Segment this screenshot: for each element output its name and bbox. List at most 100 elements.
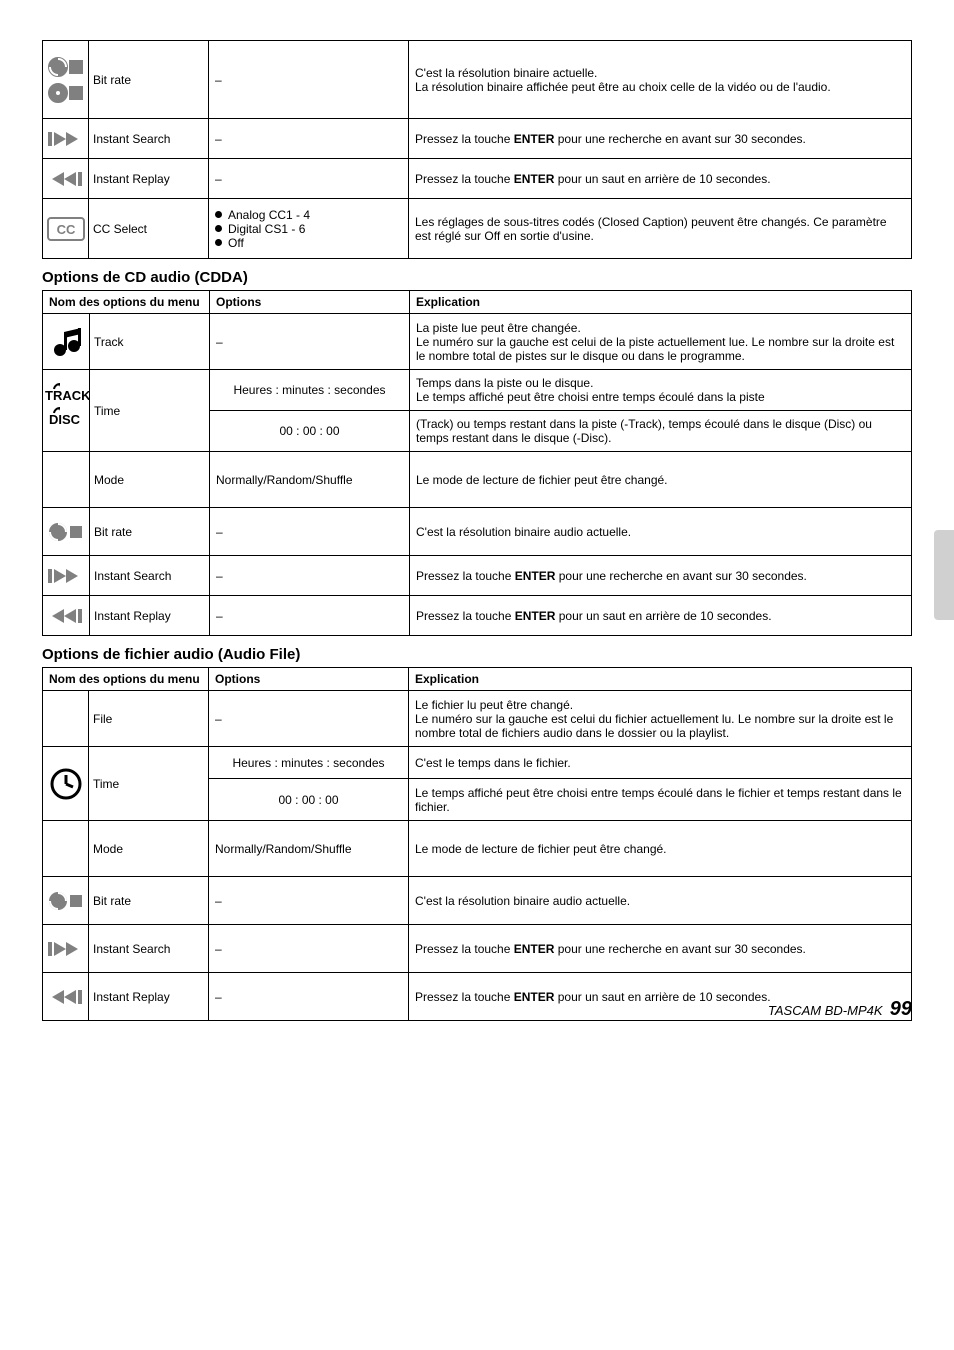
table-header-row: Nom des options du menu Options Explicat… (43, 291, 912, 314)
row-name: Time (93, 777, 119, 791)
table-header-row: Nom des options du menu Options Explicat… (43, 668, 912, 691)
rewind-icon (43, 605, 89, 627)
row-options: Normally/Random/Shuffle (216, 473, 353, 487)
bitrate-icon (43, 55, 88, 105)
header-explication: Explication (410, 291, 912, 314)
header-menu: Nom des options du menu (43, 668, 209, 691)
row-explication: Le fichier lu peut être changé. Le numér… (415, 698, 893, 740)
row-explication: C'est le temps dans le fichier. (415, 756, 571, 770)
table-row: Mode Normally/Random/Shuffle Le mode de … (43, 821, 912, 877)
section-title-audiofile: Options de fichier audio (Audio File) (42, 646, 912, 663)
table-row: CC CC Select Analog CC1 - 4 Digital CS1 … (43, 199, 912, 259)
rewind-icon (43, 986, 88, 1008)
row-name: Instant Replay (93, 172, 170, 186)
row-options: – (215, 712, 222, 726)
row-options: – (216, 335, 223, 349)
row-name: Bit rate (93, 894, 131, 908)
row-explication: Pressez la touche ENTER pour un saut en … (416, 609, 772, 623)
track-disc-icon: TRACK DISC (43, 382, 89, 440)
row-explication: C'est la résolution binaire audio actuel… (415, 894, 630, 908)
row-options: – (215, 73, 222, 87)
row-name: Bit rate (93, 73, 131, 87)
row-explication: Pressez la touche ENTER pour un saut en … (415, 172, 771, 186)
table-row: Instant Search – Pressez la touche ENTER… (43, 556, 912, 596)
page-footer: TASCAM BD-MP4K 99 (768, 998, 912, 1021)
table-row: File – Le fichier lu peut être changé. L… (43, 691, 912, 747)
footer-brand: TASCAM BD-MP4K (768, 1003, 883, 1018)
fast-forward-icon (43, 565, 89, 587)
row-options: – (215, 172, 222, 186)
header-options: Options (209, 668, 409, 691)
row-explication: C'est la résolution binaire audio actuel… (416, 525, 631, 539)
table-row: Instant Search – Pressez la touche ENTER… (43, 119, 912, 159)
header-explication: Explication (409, 668, 912, 691)
row-explication: Pressez la touche ENTER pour un saut en … (415, 990, 771, 1004)
table-row: Track – La piste lue peut être changée. … (43, 314, 912, 370)
header-menu: Nom des options du menu (43, 291, 210, 314)
header-options: Options (210, 291, 410, 314)
row-options: Normally/Random/Shuffle (215, 842, 352, 856)
bitrate-icon (43, 888, 88, 914)
option-item: Off (215, 236, 402, 250)
row-explication: Pressez la touche ENTER pour une recherc… (415, 942, 806, 956)
svg-text:DISC: DISC (49, 412, 81, 427)
row-explication: Temps dans la piste ou le disque. Le tem… (416, 376, 765, 404)
row-name: Bit rate (94, 525, 132, 539)
row-options: – (215, 942, 222, 956)
row-explication: Le mode de lecture de fichier peut être … (416, 473, 668, 487)
audiofile-table: Nom des options du menu Options Explicat… (42, 667, 912, 1021)
svg-text:CC: CC (56, 222, 75, 237)
fast-forward-icon (43, 938, 88, 960)
fast-forward-icon (43, 128, 88, 150)
row-explication: (Track) ou temps restant dans la piste (… (416, 417, 872, 445)
table-row: Bit rate – C'est la résolution binaire a… (43, 877, 912, 925)
table-row: Instant Replay – Pressez la touche ENTER… (43, 159, 912, 199)
top-table: Bit rate – C'est la résolution binaire a… (42, 40, 912, 259)
row-options: – (216, 569, 223, 583)
table-row: Instant Replay – Pressez la touche ENTER… (43, 596, 912, 636)
cc-icon: CC (43, 216, 88, 242)
row-options: – (215, 132, 222, 146)
track-icon (43, 322, 89, 362)
row-options: – (216, 609, 223, 623)
row-options: 00 : 00 : 00 (278, 793, 338, 807)
table-row: Mode Normally/Random/Shuffle Le mode de … (43, 452, 912, 508)
row-name: CC Select (93, 222, 147, 236)
table-row: Time Heures : minutes : secondes C'est l… (43, 747, 912, 779)
footer-page-number: 99 (890, 998, 912, 1020)
row-name: File (93, 712, 112, 726)
row-name: Mode (93, 842, 123, 856)
section-title-cdda: Options de CD audio (CDDA) (42, 269, 912, 286)
row-explication: Pressez la touche ENTER pour une recherc… (416, 569, 807, 583)
row-options: 00 : 00 : 00 (279, 424, 339, 438)
svg-text:TRACK: TRACK (45, 388, 89, 403)
row-name: Mode (94, 473, 124, 487)
cdda-table: Nom des options du menu Options Explicat… (42, 290, 912, 636)
table-row: Bit rate – C'est la résolution binaire a… (43, 508, 912, 556)
row-name: Instant Search (93, 132, 170, 146)
row-explication: Pressez la touche ENTER pour une recherc… (415, 132, 806, 146)
row-name: Instant Search (93, 942, 170, 956)
bitrate-icon (43, 519, 89, 545)
table-row: Instant Search – Pressez la touche ENTER… (43, 925, 912, 973)
row-name: Track (94, 335, 124, 349)
row-name: Instant Search (94, 569, 171, 583)
row-name: Instant Replay (94, 609, 171, 623)
row-name: Instant Replay (93, 990, 170, 1004)
option-item: Digital CS1 - 6 (215, 222, 402, 236)
row-explication: Le mode de lecture de fichier peut être … (415, 842, 667, 856)
page: Bit rate – C'est la résolution binaire a… (0, 0, 954, 1041)
side-tab (934, 530, 954, 620)
option-item: Analog CC1 - 4 (215, 208, 402, 222)
row-explication: La piste lue peut être changée. Le numér… (416, 321, 894, 363)
table-row: Bit rate – C'est la résolution binaire a… (43, 41, 912, 119)
row-options: – (215, 990, 222, 1004)
row-explication: C'est la résolution binaire actuelle. La… (415, 66, 831, 94)
clock-icon (43, 766, 88, 802)
row-options: – (216, 525, 223, 539)
row-options: Heures : minutes : secondes (233, 383, 385, 397)
table-row: TRACKDISC Time Heures : minutes : second… (43, 370, 912, 411)
row-name: Time (94, 404, 120, 418)
row-explication: Le temps affiché peut être choisi entre … (415, 786, 902, 814)
row-options: Heures : minutes : secondes (232, 756, 384, 770)
